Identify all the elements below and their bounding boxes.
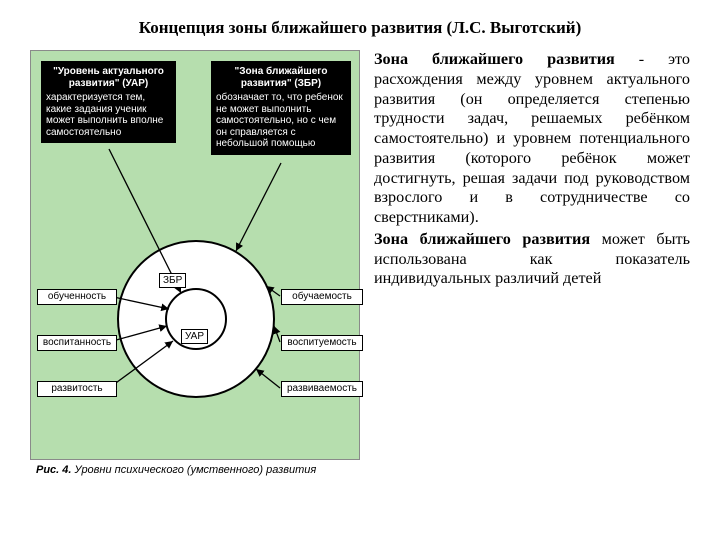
leftbox-1: воспитанность bbox=[37, 335, 117, 351]
content-row: "Уровень актуального развития" (УАР) хар… bbox=[30, 50, 690, 480]
rightbox-0: обучаемость bbox=[281, 289, 363, 305]
topbox-uar: "Уровень актуального развития" (УАР) хар… bbox=[41, 61, 176, 143]
diagram-caption: Рис. 4. Уровни психического (умственного… bbox=[30, 460, 360, 480]
leftbox-2: развитость bbox=[37, 381, 117, 397]
rightbox-2: развиваемость bbox=[281, 381, 363, 397]
page-title: Концепция зоны ближайшего развития (Л.С.… bbox=[30, 18, 690, 38]
caption-rest-text: Уровни психического (умственного) развит… bbox=[75, 464, 317, 476]
explanation-text: Зона ближайшего развития - это расхожден… bbox=[374, 50, 690, 480]
caption-bold: Рис. 4. bbox=[36, 464, 71, 476]
zpd-diagram: "Уровень актуального развития" (УАР) хар… bbox=[30, 50, 360, 460]
uar-label: УАР bbox=[181, 329, 208, 344]
leftbox-0: обученность bbox=[37, 289, 117, 305]
topbox-uar-body: характеризуется тем, какие задания учени… bbox=[46, 92, 171, 138]
rightbox-1: воспитуемость bbox=[281, 335, 363, 351]
topbox-zbr: "Зона ближайшего развития" (ЗБР) обознач… bbox=[211, 61, 351, 155]
p1-lead: Зона ближайшего развития bbox=[374, 50, 615, 68]
topbox-uar-header: "Уровень актуального развития" (УАР) bbox=[46, 66, 171, 89]
topbox-zbr-body: обозначает то, что ребенок не может выпо… bbox=[216, 92, 346, 150]
p1-rest: - это расхождения между уровнем актуальн… bbox=[374, 50, 690, 226]
diagram-container: "Уровень актуального развития" (УАР) хар… bbox=[30, 50, 360, 480]
p2-lead: Зона ближайшего развития bbox=[374, 230, 590, 248]
topbox-zbr-header: "Зона ближайшего развития" (ЗБР) bbox=[216, 66, 346, 89]
zbr-label: ЗБР bbox=[159, 273, 186, 288]
